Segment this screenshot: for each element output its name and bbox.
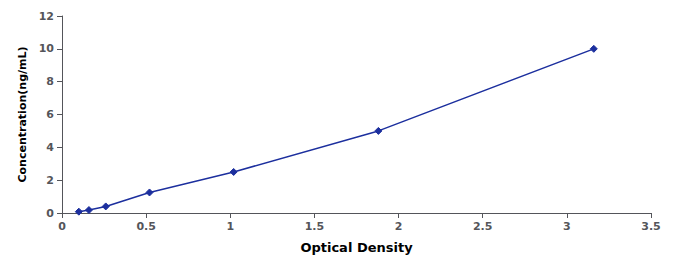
svg-text:1: 1: [226, 220, 234, 233]
svg-text:3: 3: [563, 220, 571, 233]
svg-text:2: 2: [395, 220, 403, 233]
svg-text:0.5: 0.5: [136, 220, 156, 233]
svg-text:10: 10: [39, 42, 55, 55]
svg-text:4: 4: [46, 141, 54, 154]
svg-text:2.5: 2.5: [473, 220, 493, 233]
svg-text:12: 12: [39, 10, 54, 23]
svg-text:3.5: 3.5: [641, 220, 661, 233]
svg-text:8: 8: [46, 75, 54, 88]
svg-text:Concentration(ng/mL): Concentration(ng/mL): [16, 46, 29, 182]
svg-text:6: 6: [46, 108, 54, 121]
svg-text:1.5: 1.5: [305, 220, 325, 233]
svg-text:0: 0: [46, 207, 54, 220]
svg-text:Optical Density: Optical Density: [300, 240, 413, 255]
svg-text:2: 2: [46, 174, 54, 187]
svg-text:0: 0: [58, 220, 66, 233]
